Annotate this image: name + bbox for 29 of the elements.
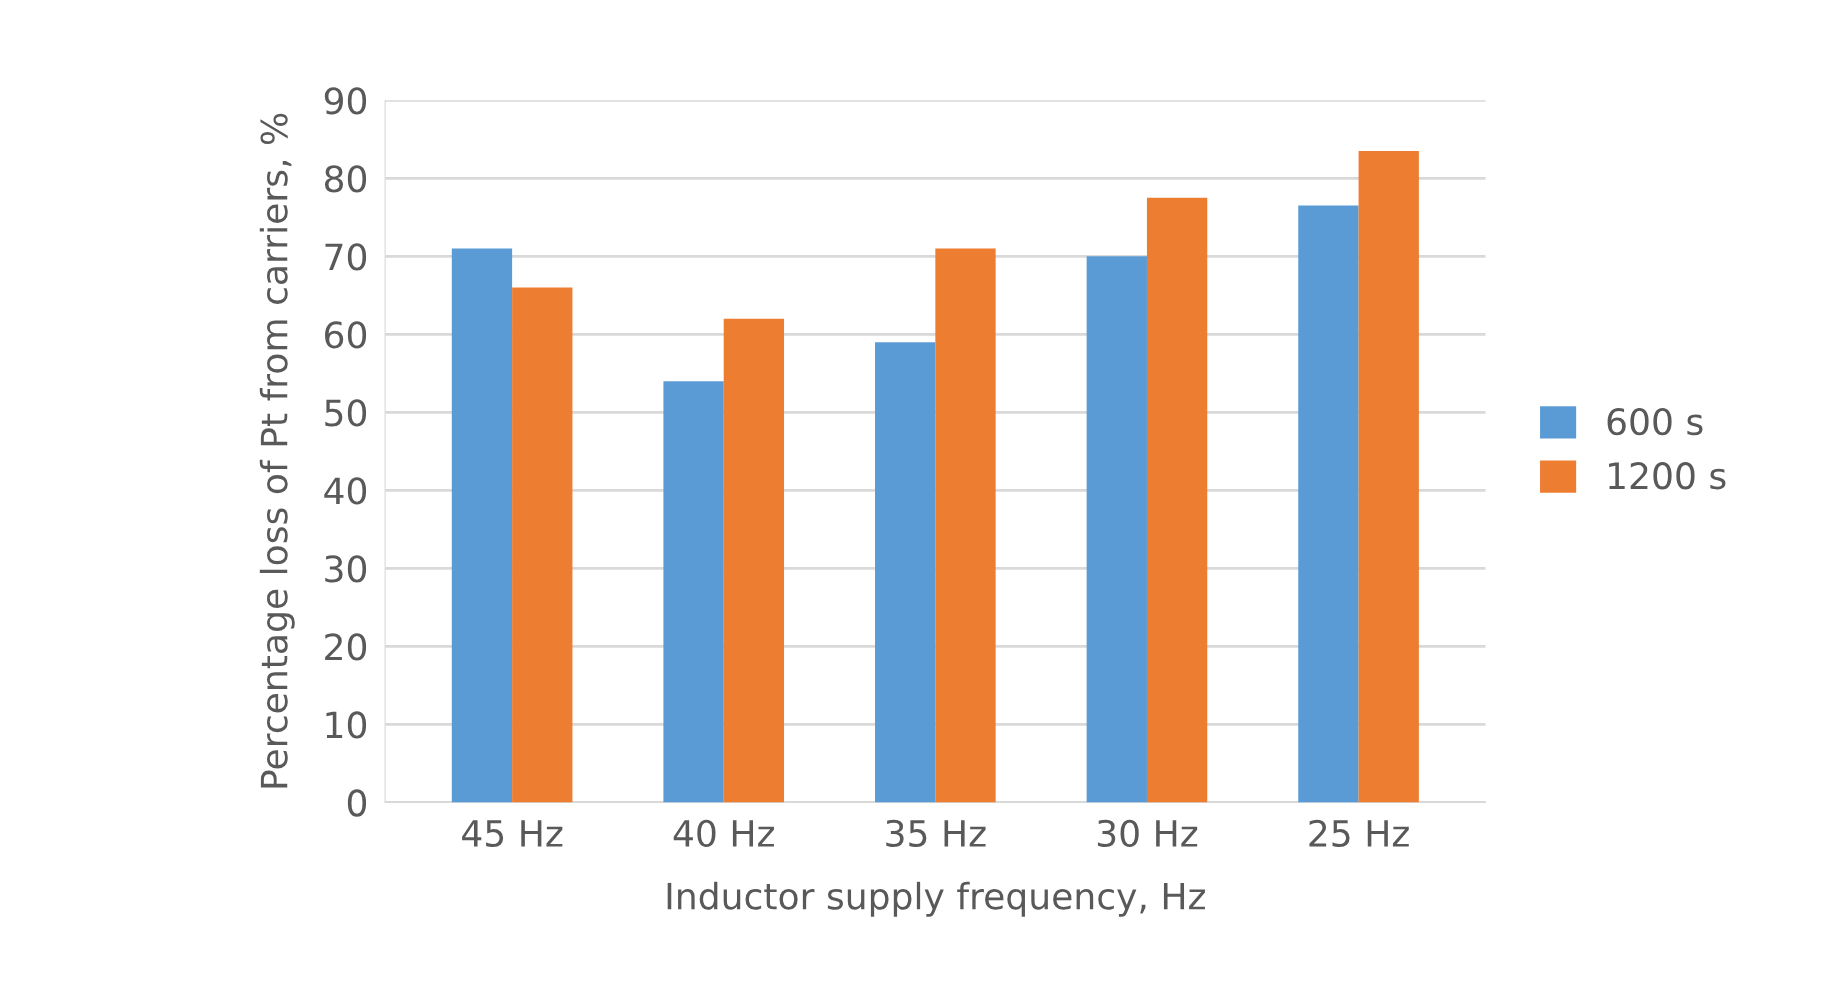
bar — [1358, 151, 1419, 803]
y-axis-title: Percentage loss of Pt from carriers, % — [259, 113, 295, 788]
y-tick-label: 10 — [326, 711, 367, 739]
x-tick-label: 30 Hz — [1097, 819, 1198, 848]
y-tick-label: 90 — [324, 87, 367, 115]
bar — [512, 287, 573, 803]
bar — [1086, 256, 1147, 803]
bar — [723, 318, 785, 803]
bar — [1298, 205, 1359, 803]
bar — [451, 248, 513, 803]
x-tick-label: 40 Hz — [673, 819, 774, 848]
y-tick-label: 70 — [325, 243, 367, 271]
legend-label: 1200 s — [1609, 462, 1726, 490]
x-tick-label: 35 Hz — [886, 819, 986, 848]
bar — [875, 342, 936, 803]
x-tick-label: 25 Hz — [1309, 819, 1409, 848]
y-tick-label: 80 — [324, 165, 367, 193]
bar — [935, 248, 996, 803]
legend-label: 600 s — [1607, 408, 1703, 436]
y-tick-label: 30 — [325, 555, 367, 583]
y-tick-label: 50 — [325, 399, 367, 427]
y-tick-label: 20 — [325, 633, 367, 661]
y-tick-label: 0 — [347, 789, 367, 817]
bar — [1146, 197, 1208, 803]
y-tick-label: 40 — [324, 477, 367, 505]
x-axis-title: Inductor supply frequency, Hz — [667, 881, 1205, 917]
x-tick-label: 45 Hz — [462, 820, 563, 848]
y-tick-label: 60 — [325, 321, 367, 349]
bar — [663, 381, 724, 803]
